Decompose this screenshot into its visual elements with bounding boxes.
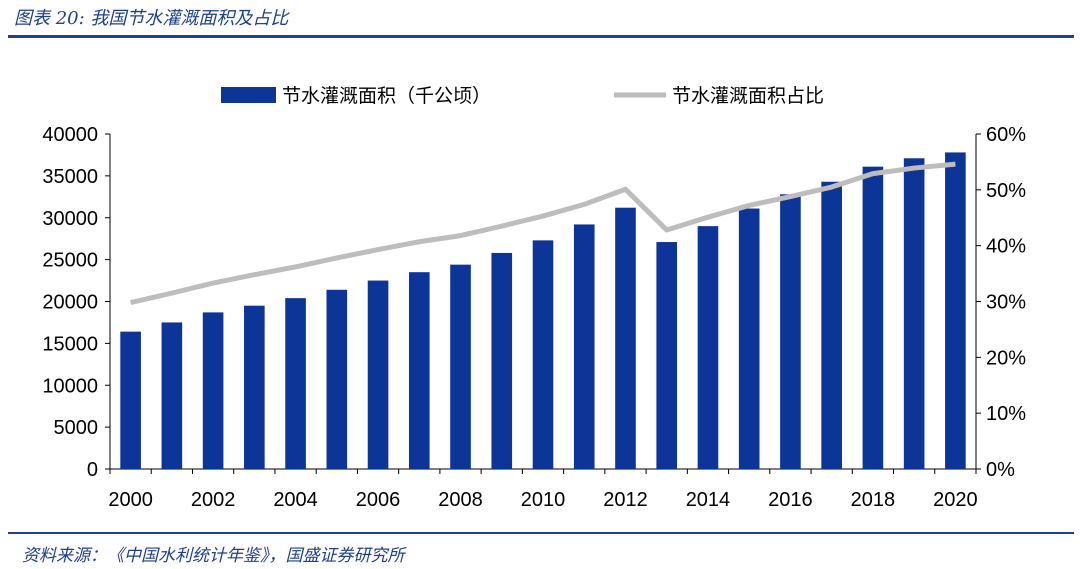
y-right-tick-label: 20%: [986, 347, 1026, 369]
y-left-tick-label: 15000: [42, 333, 98, 355]
bar: [821, 181, 842, 470]
line-series: [130, 161, 956, 306]
x-tick-label: 2012: [603, 489, 648, 511]
x-tick-label: 2018: [851, 489, 896, 511]
bar: [161, 322, 183, 469]
bar: [656, 242, 678, 469]
bar: [326, 289, 348, 469]
y-left-tick-label: 5000: [54, 417, 99, 439]
bar: [615, 207, 636, 469]
bar: [408, 272, 430, 469]
bar: [945, 152, 966, 470]
x-tick-label: 2016: [768, 489, 813, 511]
y-right-tick-label: 50%: [986, 180, 1026, 202]
y-left-tick-label: 20000: [42, 292, 98, 314]
title-rule: [8, 35, 1074, 38]
bar: [285, 298, 306, 469]
x-tick-label: 2004: [273, 489, 318, 511]
legend-line-label: 节水灌溉面积占比: [672, 85, 824, 107]
legend: 节水灌溉面积（千公顷） 节水灌溉面积占比: [221, 85, 824, 107]
bar: [450, 264, 471, 469]
bar: [202, 312, 224, 469]
x-tick-label: 2006: [356, 489, 401, 511]
bar: [573, 224, 595, 469]
bar: [491, 252, 513, 469]
bar-series: [120, 152, 966, 470]
y-right-tick-label: 60%: [986, 124, 1026, 146]
bar: [367, 280, 389, 469]
y-left-tick-label: 35000: [42, 166, 98, 188]
legend-bar-label: 节水灌溉面积（千公顷）: [282, 85, 491, 107]
y-left-tick-label: 10000: [42, 375, 98, 397]
x-tick-label: 2000: [108, 489, 153, 511]
y-right-tick-label: 30%: [986, 292, 1026, 314]
bar: [532, 240, 554, 469]
legend-bar-swatch: [221, 87, 276, 103]
x-tick-label: 2020: [933, 489, 978, 511]
y-left-tick-label: 0: [87, 459, 98, 481]
bar: [780, 194, 801, 470]
source-note: 资料来源：《中国水利统计年鉴》，国盛证券研究所: [22, 546, 405, 566]
y-right-tick-label: 0%: [986, 459, 1015, 481]
x-tick-label: 2010: [521, 489, 566, 511]
bar: [697, 226, 719, 469]
x-tick-label: 2008: [438, 489, 483, 511]
bar: [120, 331, 141, 469]
y-left-tick-label: 30000: [42, 208, 98, 230]
x-tick-label: 2002: [191, 489, 236, 511]
x-tick-label: 2014: [686, 489, 731, 511]
bar: [738, 208, 760, 469]
y-right-tick-label: 10%: [986, 403, 1026, 425]
bar: [862, 166, 884, 469]
bar: [244, 305, 265, 469]
source-rule: [8, 532, 1074, 534]
y-left-tick-label: 40000: [42, 124, 98, 146]
y-left-tick-label: 25000: [42, 250, 98, 272]
bar: [903, 158, 925, 469]
figure-title: 图表 20: 我国节水灌溉面积及占比: [14, 8, 289, 29]
y-right-tick-label: 40%: [986, 236, 1026, 258]
